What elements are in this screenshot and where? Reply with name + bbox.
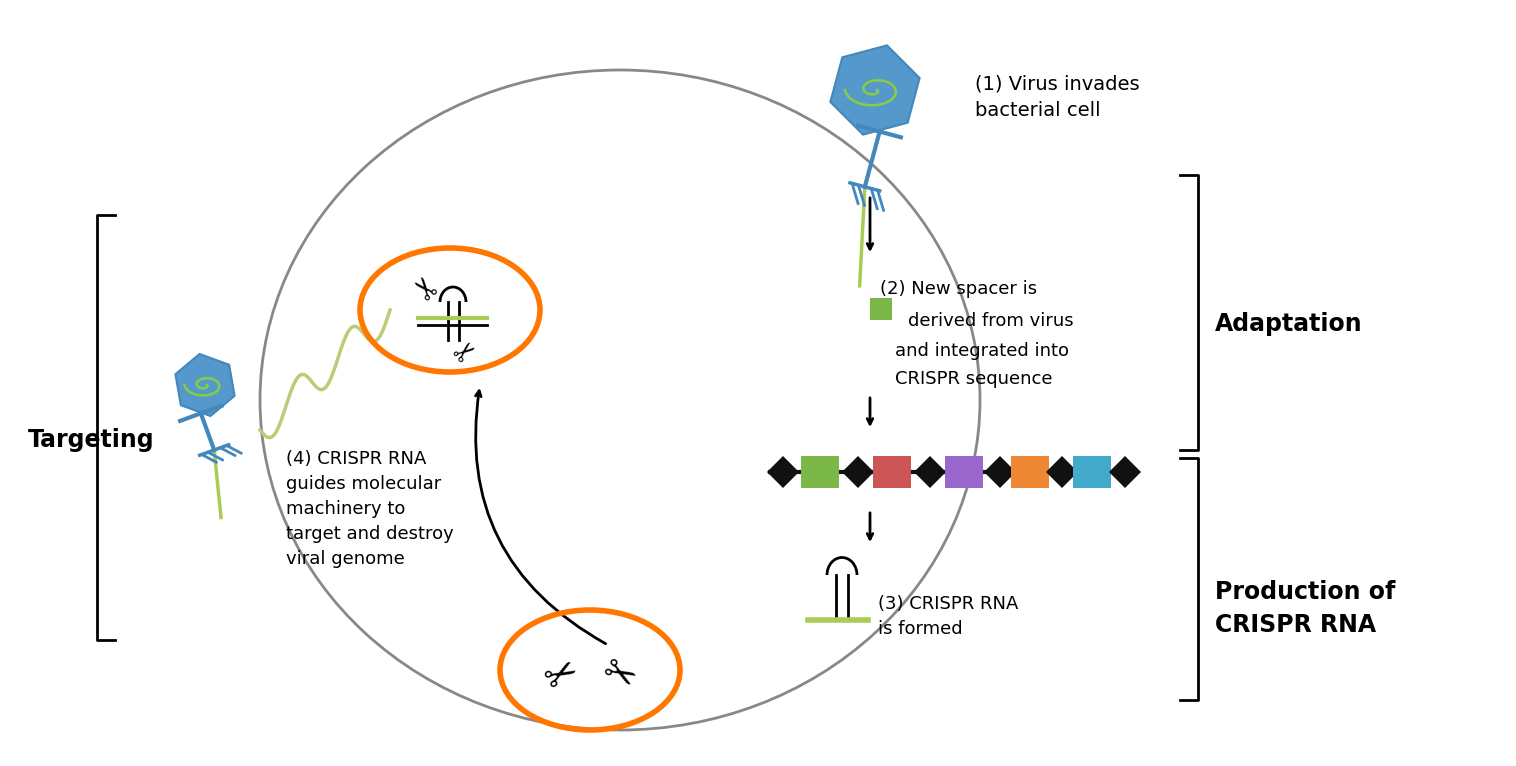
Text: (2) New spacer is: (2) New spacer is <box>879 280 1037 298</box>
Text: Production of
CRISPR RNA: Production of CRISPR RNA <box>1214 580 1395 637</box>
Polygon shape <box>914 456 946 488</box>
Bar <box>873 456 911 488</box>
Text: Adaptation: Adaptation <box>1214 312 1363 336</box>
Bar <box>870 298 891 320</box>
Text: (4) CRISPR RNA
guides molecular
machinery to
target and destroy
viral genome: (4) CRISPR RNA guides molecular machiner… <box>287 450 453 568</box>
Bar <box>800 456 838 488</box>
Text: (3) CRISPR RNA
is formed: (3) CRISPR RNA is formed <box>878 595 1019 638</box>
Text: Targeting: Targeting <box>27 428 155 452</box>
Polygon shape <box>1110 456 1142 488</box>
Text: ✂: ✂ <box>406 265 446 303</box>
Polygon shape <box>841 456 875 488</box>
Bar <box>1073 456 1111 488</box>
Polygon shape <box>1046 456 1078 488</box>
Text: CRISPR sequence: CRISPR sequence <box>894 370 1052 388</box>
Text: ✂: ✂ <box>449 334 484 370</box>
Text: ✂: ✂ <box>538 650 585 699</box>
Bar <box>1011 456 1049 488</box>
Polygon shape <box>767 456 799 488</box>
Text: (1) Virus invades
bacterial cell: (1) Virus invades bacterial cell <box>975 75 1140 120</box>
Bar <box>944 456 982 488</box>
Text: ✂: ✂ <box>594 650 641 699</box>
Text: derived from virus: derived from virus <box>908 312 1073 330</box>
Polygon shape <box>984 456 1016 488</box>
Text: and integrated into: and integrated into <box>894 342 1069 360</box>
